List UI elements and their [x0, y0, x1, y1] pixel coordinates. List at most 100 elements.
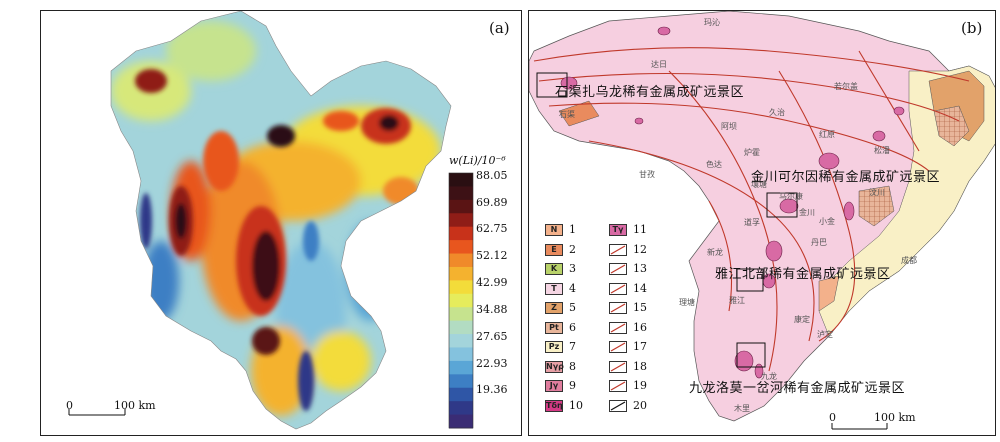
- place-label: 金川: [799, 208, 815, 217]
- place-label: 马尔康: [779, 192, 803, 201]
- legend-number: 3: [569, 262, 576, 275]
- colorbar-swatch: [449, 307, 473, 322]
- colorbar-swatch: [449, 360, 473, 375]
- colorbar-tick-label: 52.12: [476, 249, 508, 263]
- colorbar-swatch: [449, 213, 473, 228]
- colorbar-tick-label: 19.36: [476, 383, 508, 397]
- legend-swatch: T: [545, 282, 563, 295]
- legend-swatch: [609, 263, 627, 275]
- place-label: 木里: [734, 404, 750, 413]
- legend-number: 2: [569, 242, 576, 256]
- map-proterozoic-1: [858, 185, 895, 227]
- granite-intrusions: [560, 26, 905, 379]
- place-label: 色达: [706, 160, 722, 169]
- li-geochem-map-svg: [68, 11, 474, 430]
- colorbar-tick-label: 42.99: [476, 276, 508, 290]
- place-label: 甘孜: [639, 170, 655, 179]
- colorbar-swatch: [449, 401, 473, 416]
- prospect-boxes: [536, 72, 798, 368]
- legend-number: 13: [633, 262, 647, 275]
- region-label-yajiang: 雅江北部稀有金属成矿远景区: [715, 267, 891, 282]
- legend-number: 1: [569, 223, 576, 236]
- panel-b-geology-map: (b) 玛沁 达日 久治 若尔盖 石渠 甘孜 色达 马尔康 炉霍 康定 理塘 雅…: [528, 10, 996, 436]
- legend-swatch: Tδη: [545, 399, 563, 412]
- place-label: 松潘: [874, 146, 890, 155]
- geology-map-svg: [529, 11, 995, 435]
- place-label: 玛沁: [704, 18, 720, 27]
- legend-number: 17: [633, 340, 647, 353]
- scale-bar-a: [68, 409, 126, 416]
- scale-b-zero: 0: [829, 411, 836, 424]
- legend-swatch: [609, 321, 627, 334]
- place-label: 达日: [651, 60, 667, 69]
- legend-number: 10: [569, 398, 583, 412]
- legend-swatch: [609, 341, 627, 353]
- place-label: 雅江: [729, 296, 745, 305]
- colorbar-title: w(Li)/10⁻⁶: [449, 154, 506, 167]
- place-label: 炉霍: [744, 148, 760, 157]
- place-label: 汶川: [869, 188, 885, 197]
- colorbar-tick-label: 88.05: [476, 168, 508, 182]
- map-neogene: [818, 275, 840, 312]
- scale-b-end: 100 km: [874, 411, 916, 424]
- li-anomaly-field: [111, 11, 451, 429]
- legend-number: 12: [633, 242, 647, 256]
- colorbar-frame: [448, 172, 474, 429]
- place-label: 理塘: [679, 298, 695, 307]
- colorbar-tick-label: 22.93: [476, 356, 508, 370]
- scale-a-zero: 0: [66, 399, 73, 412]
- place-label: 壤塘: [751, 180, 767, 189]
- legend-number: 5: [569, 301, 576, 314]
- colorbar-swatch: [449, 186, 473, 201]
- colorbar-tick-label: 34.88: [476, 302, 508, 316]
- colorbar-swatch: [449, 334, 473, 348]
- legend-swatch: Pt: [545, 321, 563, 334]
- region-label-jiulong: 九龙洛莫一岔河稀有金属成矿远景区: [689, 381, 906, 396]
- colorbar-swatch: [449, 240, 473, 255]
- panel-a-li-geochem-map: (a) w(Li)/10⁻⁶ 88.05 69.89 62.75 52.12 42.99…: [40, 10, 522, 436]
- colorbar-swatch: [449, 199, 473, 214]
- colorbar-swatch: [449, 266, 473, 281]
- legend-swatch: Jγ: [545, 380, 563, 392]
- place-label: 丹巴: [811, 238, 827, 247]
- scale-bar-b: [831, 423, 888, 430]
- colorbar: [448, 172, 474, 429]
- place-label: 红原: [819, 130, 835, 139]
- legend-swatch: [609, 302, 627, 314]
- legend-number: 16: [633, 320, 647, 334]
- legend-number: 11: [633, 223, 647, 236]
- legend-swatch: Tγ: [609, 224, 627, 236]
- region-label-shiqu: 石渠扎乌龙稀有金属成矿远景区: [555, 85, 745, 100]
- colorbar-swatch: [449, 414, 473, 429]
- legend-swatch: Z: [545, 302, 563, 314]
- legend-swatch: E: [545, 243, 563, 256]
- colorbar-swatch: [449, 280, 473, 295]
- place-label: 康定: [794, 315, 810, 324]
- legend-number: 8: [569, 359, 576, 373]
- map-proterozoic-2: [933, 105, 970, 147]
- legend-number: 19: [633, 379, 647, 392]
- sichuan-boundary: [110, 11, 452, 430]
- place-label: 小金: [819, 217, 835, 226]
- place-label: 若尔盖: [834, 82, 858, 91]
- colorbar-tick-label: 62.75: [476, 222, 508, 236]
- legend-swatch: [609, 380, 627, 392]
- legend-number: 18: [633, 359, 647, 373]
- place-label: 泸定: [817, 330, 833, 339]
- legend-swatch: N: [545, 224, 563, 236]
- place-label: 道孚: [744, 218, 760, 227]
- panel-b-label: (b): [961, 19, 983, 37]
- legend-swatch: K: [545, 263, 563, 275]
- legend-swatch: [609, 282, 627, 295]
- legend-number: 15: [633, 301, 647, 314]
- place-label: 成都: [901, 256, 917, 265]
- legend-number: 6: [569, 320, 576, 334]
- colorbar-swatch: [449, 173, 473, 187]
- place-label: 九龙: [761, 372, 777, 381]
- colorbar-swatch: [449, 374, 473, 389]
- region-label-jinchuan: 金川可尔因稀有金属成矿远景区: [751, 170, 941, 185]
- legend-swatch: [609, 360, 627, 373]
- legend-swatch: Pz: [545, 341, 563, 353]
- map-base-triassic: [529, 11, 995, 422]
- colorbar-swatch: [449, 226, 473, 241]
